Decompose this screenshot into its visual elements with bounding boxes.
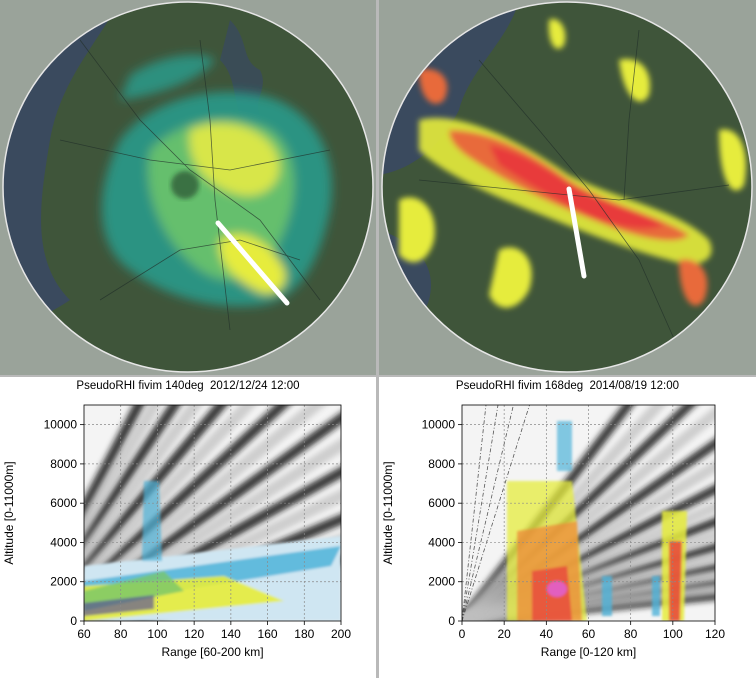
left-rhi-y-tick-label: 0 [70,614,77,628]
left-rhi-grid [84,405,341,621]
right-rhi-x-tick-label: 40 [540,627,554,641]
right-rhi-plot-area [462,405,715,621]
right-rhi-x-tick-label: 100 [663,627,683,641]
left-rhi-svg: 60 80 100 120 140 160 180 200020004000600080001… [2,404,351,659]
right-rhi-y-tick-label: 10000 [422,418,456,432]
right-cross-section-line [566,186,587,279]
right-radar-map [379,0,756,375]
left-rhi-y-tick-label: 8000 [50,457,77,471]
right-rhi-title: PseudoRHI fivim 168deg 2014/08/19 12:00 [455,380,680,392]
right-rhi-y-tick-label: 8000 [428,457,455,471]
left-radar-disc [3,2,373,372]
right-rhi-x-tick-label: 60 [582,627,596,641]
left-rhi-y-tick-label: 2000 [50,575,77,589]
left-radar-map-svg [0,0,376,375]
left-rhi-x-tick-label: 80 [114,627,128,641]
right-rhi-x-tick-label: 120 [705,627,725,641]
left-rhi-panel: PseudoRHI fivim 140deg 2012/12/24 12:00 … [0,377,376,678]
left-rhi-x-tick-label: 180 [294,627,314,641]
horizontal-divider [0,375,756,377]
left-rhi-y-tick-label: 4000 [50,535,77,549]
vertical-divider [376,0,379,678]
right-radar-disc [382,2,752,372]
right-rhi-panel: PseudoRHI fivim 168deg 2014/08/19 12:00 … [379,377,756,678]
right-rhi-y-tick-label: 4000 [428,535,455,549]
right-rhi-svg: 0 20 40 60 80 100 120 0 2000 4000 6000 8000 10000 Ran… [381,404,725,659]
left-radar-range-ring [2,1,374,373]
right-rhi-x-tick-label: 0 [459,627,466,641]
right-rhi-x-tick-label: 20 [497,627,511,641]
right-rhi-grid [462,405,715,621]
right-echo-field [399,19,747,308]
right-rhi-y-tick-label: 2000 [428,575,455,589]
right-rhi-y-tick-label: 0 [448,614,455,628]
left-rhi-x-tick-label: 60 [77,627,91,641]
right-rhi-x-axis-label: Range [0-120 km] [541,645,636,659]
left-rhi-x-axis-label: Range [60-200 km] [161,645,263,659]
right-rhi-x-tick-label: 80 [624,627,638,641]
left-rhi-y-tick-label: 6000 [50,496,77,510]
right-radar-range-ring [381,1,753,373]
left-rhi-x-tick-label: 160 [258,627,278,641]
left-rhi-title: PseudoRHI fivim 140deg 2012/12/24 12:00 [76,380,300,392]
left-rhi-y-tick-label: 10000 [44,418,78,432]
left-rhi-frame [83,404,342,622]
left-rhi-y-axis-label: Altitude [0-11000m] [2,461,16,564]
right-rhi-y-tick-label: 6000 [428,496,455,510]
left-rhi-x-tick-label: 100 [147,627,167,641]
left-rhi-x-tick-label: 120 [184,627,204,641]
right-radar-map-svg [379,0,756,375]
left-radar-map [0,0,376,375]
left-rhi-x-tick-label: 140 [221,627,241,641]
left-rhi-x-tick-label: 200 [331,627,351,641]
left-cross-section-line [215,220,290,306]
right-rhi-y-axis-label: Altitude [0-11000m] [381,461,395,564]
